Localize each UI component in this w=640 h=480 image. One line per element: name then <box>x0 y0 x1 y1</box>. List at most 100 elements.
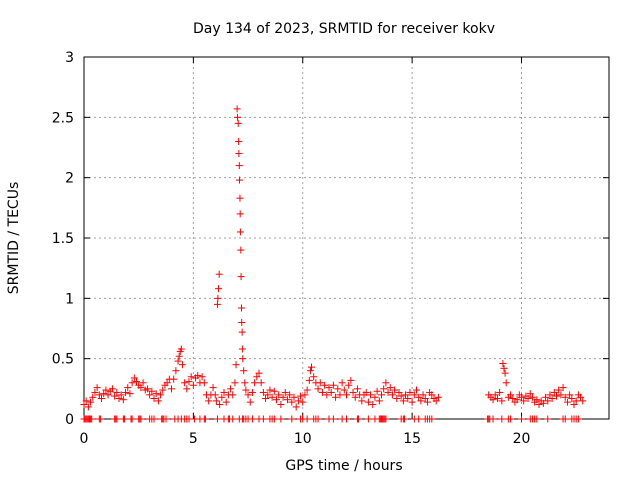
data-point <box>209 384 217 392</box>
data-point <box>299 398 307 406</box>
data-point-zero <box>288 415 296 423</box>
data-point <box>115 394 123 402</box>
data-point <box>419 391 427 399</box>
data-point <box>264 391 272 399</box>
data-point <box>327 388 335 396</box>
data-point <box>397 392 405 400</box>
data-point <box>491 391 499 399</box>
data-point <box>266 386 274 394</box>
data-point <box>89 393 97 401</box>
data-point <box>181 379 189 387</box>
data-point <box>255 369 263 377</box>
data-point <box>130 374 138 382</box>
data-point <box>509 394 517 402</box>
data-point <box>178 361 186 369</box>
data-point <box>292 403 300 411</box>
data-point <box>279 393 287 401</box>
data-point-zero <box>382 415 390 423</box>
y-tick-label: 2.5 <box>52 110 74 126</box>
data-point <box>124 384 132 392</box>
data-point <box>329 381 337 389</box>
data-point <box>80 401 88 409</box>
data-point <box>231 379 239 387</box>
data-point <box>316 379 324 387</box>
data-point <box>524 394 532 402</box>
data-point <box>270 387 278 395</box>
data-point <box>553 392 560 400</box>
data-point <box>297 392 305 400</box>
y-tick-label: 0 <box>65 412 74 428</box>
data-point <box>236 194 244 202</box>
data-point <box>544 397 552 405</box>
data-point <box>240 367 248 375</box>
data-point <box>432 397 440 405</box>
data-point <box>257 379 265 387</box>
data-point-zero <box>533 415 541 423</box>
data-point <box>241 379 249 387</box>
data-point <box>283 396 291 404</box>
data-point <box>550 388 558 396</box>
data-point <box>246 398 254 406</box>
data-point <box>548 394 556 402</box>
data-point <box>570 401 578 409</box>
data-point <box>235 137 243 145</box>
data-point <box>236 228 244 236</box>
data-point <box>148 387 156 395</box>
data-point-zero <box>248 415 256 423</box>
data-point <box>262 394 270 402</box>
data-point <box>500 364 508 372</box>
data-point <box>572 397 580 405</box>
data-point <box>273 396 280 404</box>
data-point <box>185 378 193 386</box>
data-point <box>174 357 182 365</box>
axis-ticks: 0 0.5 1 1.5 2 2.5 3 0 5 10 15 20 <box>52 50 609 447</box>
x-tick-label: 20 <box>513 431 531 447</box>
data-point <box>215 270 223 278</box>
data-point <box>325 384 333 392</box>
data-point <box>393 394 401 402</box>
data-point <box>277 401 285 409</box>
data-point <box>238 318 246 326</box>
data-point <box>198 373 206 381</box>
data-point <box>253 373 261 381</box>
data-point <box>306 367 314 375</box>
data-point <box>518 393 525 401</box>
data-point <box>338 379 346 387</box>
data-point <box>236 210 244 218</box>
data-point <box>513 396 521 404</box>
data-point <box>542 393 550 401</box>
data-point <box>98 394 105 402</box>
data-point <box>128 379 136 387</box>
data-point <box>259 388 267 396</box>
data-point <box>347 376 355 384</box>
data-point <box>218 393 226 401</box>
data-point <box>234 113 242 121</box>
data-point-zero <box>137 415 145 423</box>
data-point <box>95 391 103 399</box>
data-point <box>237 273 245 281</box>
data-point <box>212 397 220 405</box>
data-point <box>563 398 571 406</box>
data-point <box>168 385 175 393</box>
data-point <box>493 394 501 402</box>
data-point-zero <box>229 415 237 423</box>
data-point <box>126 390 134 398</box>
data-point <box>421 394 429 402</box>
data-point <box>150 394 158 402</box>
data-point <box>215 285 223 293</box>
data-point <box>111 392 119 400</box>
data-point-zero <box>162 415 170 423</box>
data-point <box>235 162 243 170</box>
data-point-zero <box>259 415 267 423</box>
data-point <box>423 398 431 406</box>
data-point <box>415 393 423 401</box>
data-point <box>318 388 326 396</box>
data-point <box>236 176 244 184</box>
data-point <box>343 391 350 399</box>
data-point-zero <box>489 415 497 423</box>
data-point <box>410 391 418 399</box>
data-point <box>535 401 543 409</box>
data-point <box>367 391 375 399</box>
x-tick-label: 0 <box>80 431 89 447</box>
